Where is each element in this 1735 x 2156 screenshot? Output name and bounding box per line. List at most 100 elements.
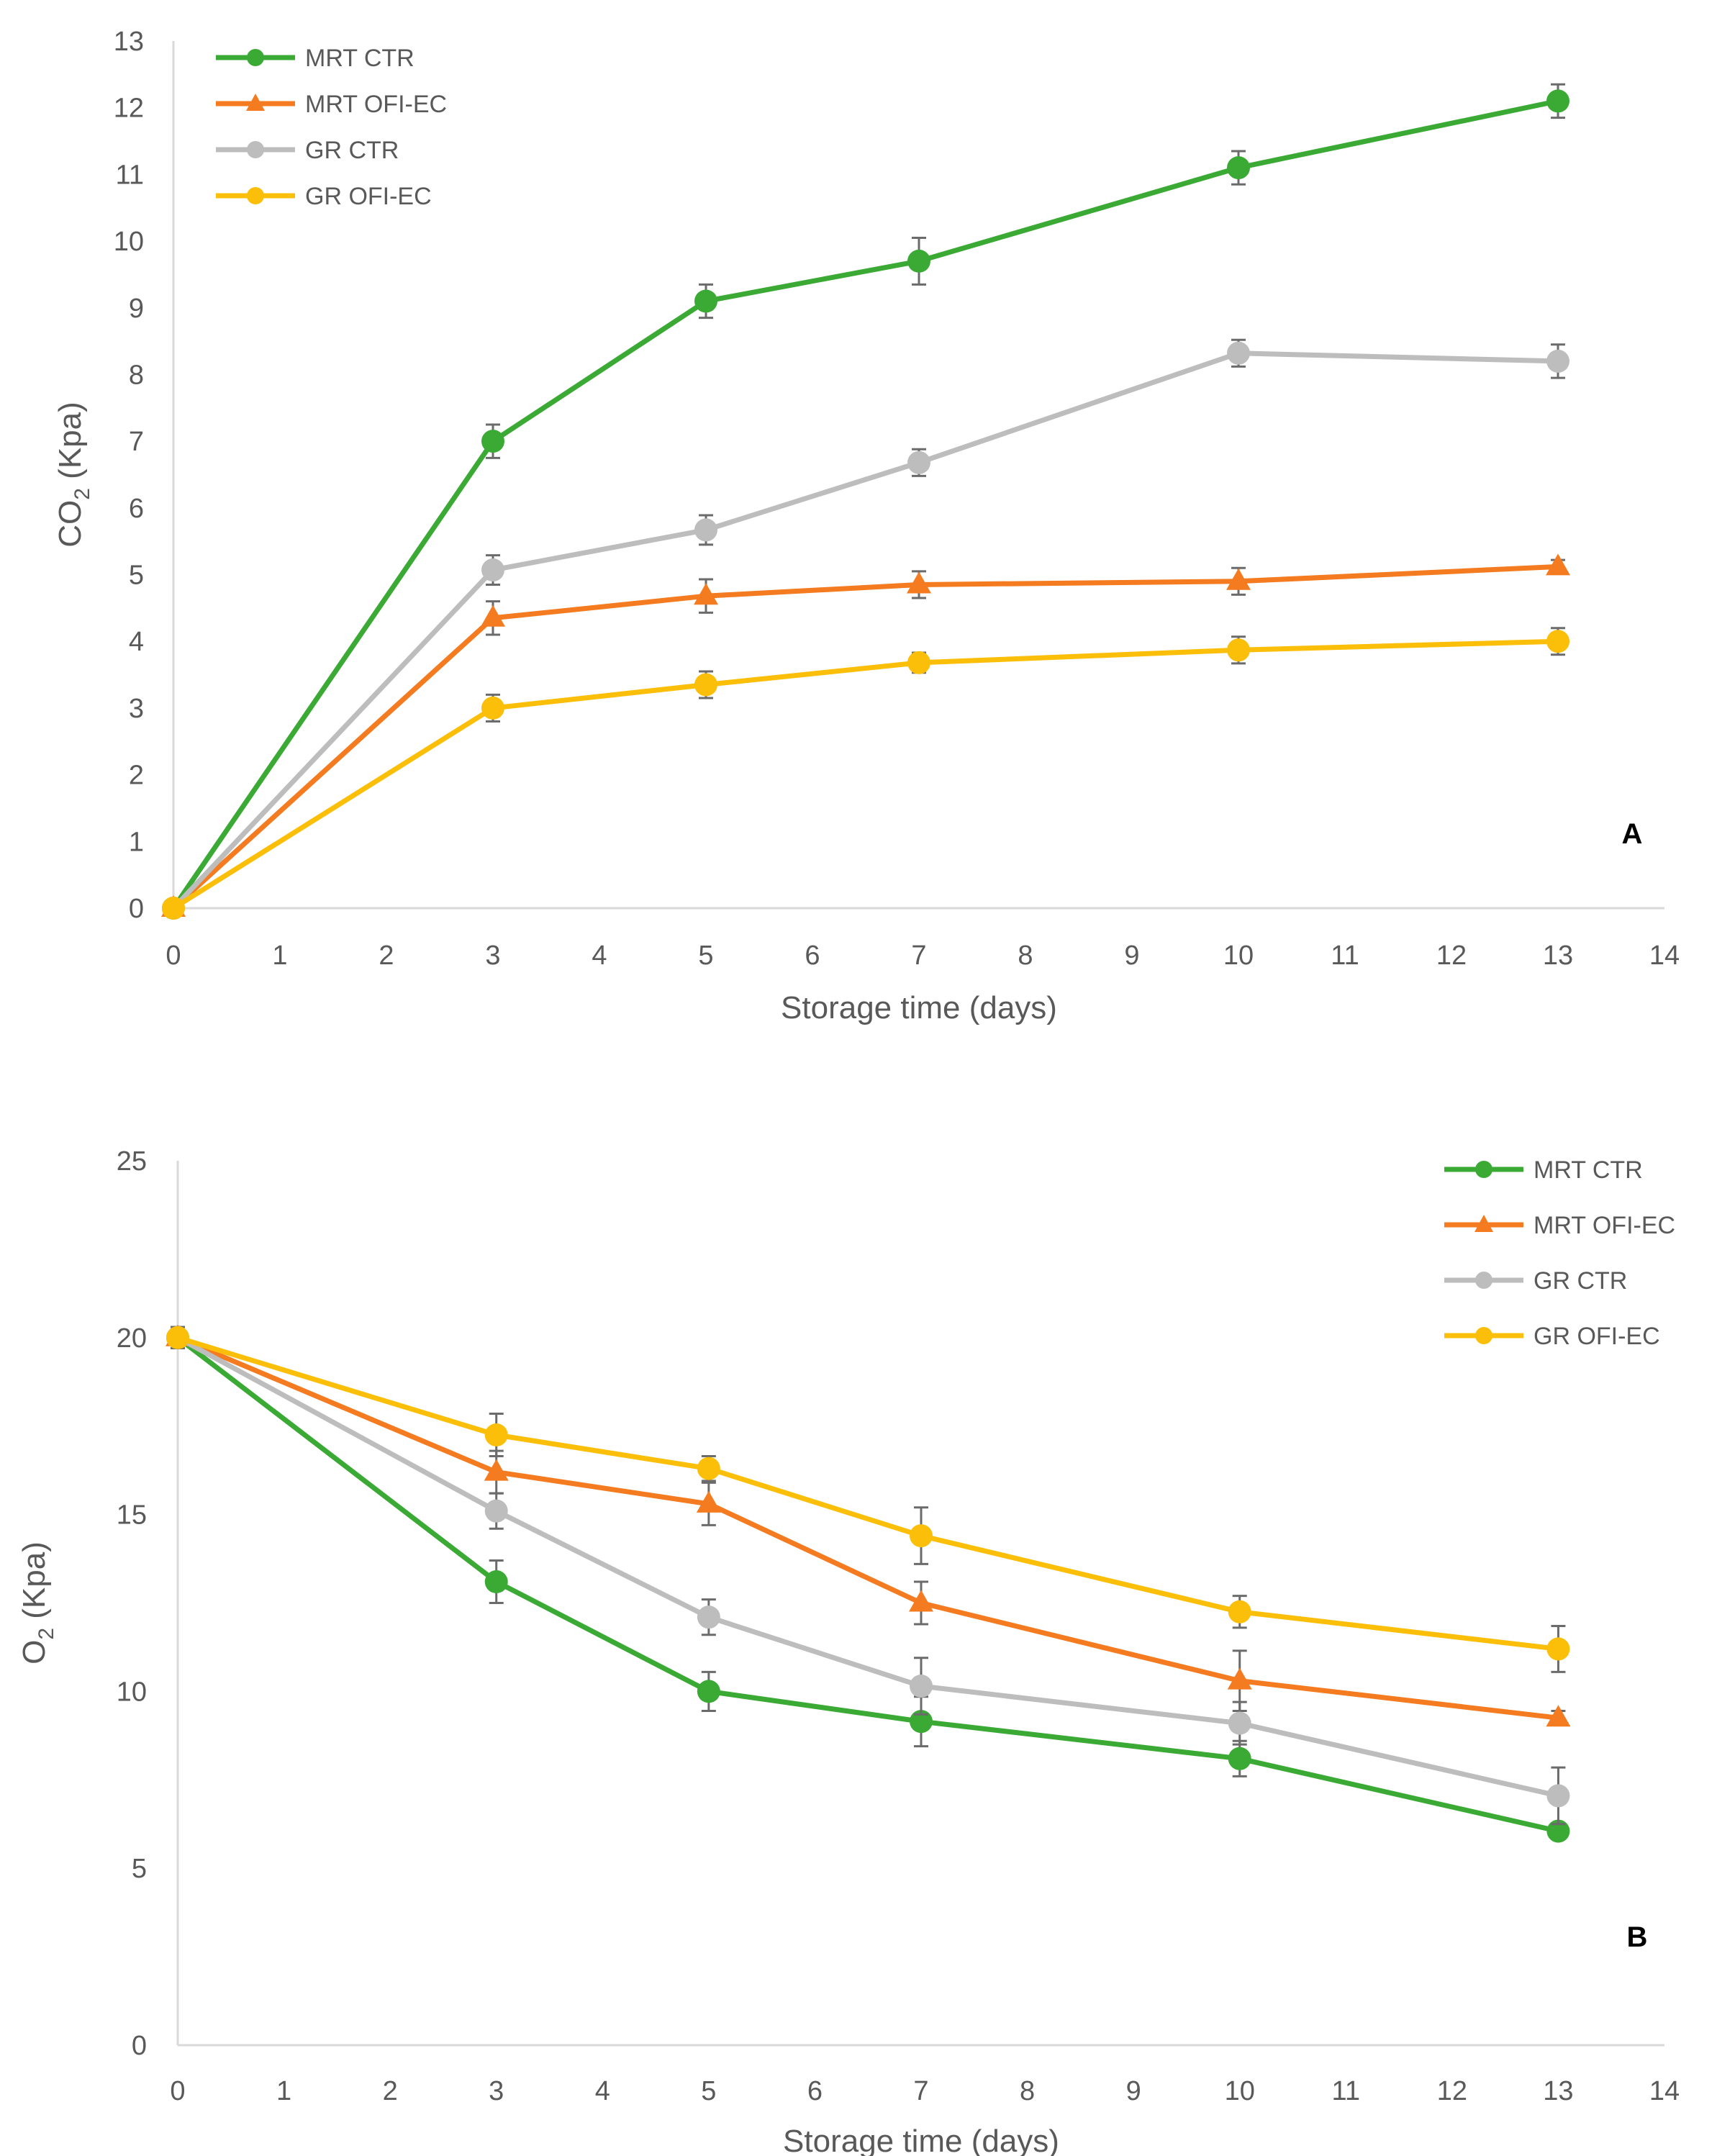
x-tick-label: 10 xyxy=(1223,941,1254,971)
x-tick-label: 5 xyxy=(698,941,713,971)
legend-swatch-marker xyxy=(247,141,264,158)
legend-entry: MRT CTR xyxy=(1444,1156,1643,1184)
x-tick-label: 6 xyxy=(805,941,820,971)
data-point xyxy=(1228,1600,1251,1623)
legend-label: GR CTR xyxy=(305,137,399,164)
data-point xyxy=(1227,638,1250,662)
series-line xyxy=(176,1335,1559,1721)
x-tick-label: 10 xyxy=(1225,2076,1255,2106)
x-tick-label: 3 xyxy=(485,941,500,971)
data-point xyxy=(1546,1705,1571,1727)
x-tick-label: 3 xyxy=(489,2076,504,2106)
data-point xyxy=(694,673,717,697)
y-tick-label: 9 xyxy=(129,294,144,324)
y-tick-label: 10 xyxy=(114,227,144,257)
series-gr-ctr xyxy=(162,338,1569,920)
legend-swatch-marker xyxy=(1475,1161,1492,1178)
data-point xyxy=(166,1326,189,1349)
data-point xyxy=(907,249,930,273)
x-tick-label: 5 xyxy=(701,2076,716,2106)
data-point xyxy=(481,558,504,582)
series-line xyxy=(171,98,1559,910)
legend-entry: MRT CTR xyxy=(216,45,415,72)
x-tick-label: 1 xyxy=(272,941,287,971)
y-tick-label: 15 xyxy=(117,1500,147,1531)
legend-swatch-marker xyxy=(1475,1327,1492,1344)
x-tick-label: 14 xyxy=(1649,2076,1680,2106)
data-point xyxy=(909,1590,933,1612)
legend-label: GR CTR xyxy=(1534,1267,1627,1295)
x-tick-label: 6 xyxy=(807,2076,823,2106)
x-tick-label: 11 xyxy=(1331,941,1359,971)
panel-label: A xyxy=(1622,818,1643,850)
data-point xyxy=(907,651,930,674)
legend-label: MRT OFI-EC xyxy=(305,91,447,118)
data-point xyxy=(1546,1784,1570,1808)
y-tick-label: 7 xyxy=(129,427,144,457)
y-tick-label: 4 xyxy=(129,627,144,657)
y-tick-label: 25 xyxy=(117,1146,147,1177)
data-point xyxy=(697,1457,720,1480)
x-tick-label: 0 xyxy=(166,941,181,971)
x-tick-label: 12 xyxy=(1437,2076,1467,2106)
data-point xyxy=(484,1570,508,1594)
x-tick-label: 12 xyxy=(1436,941,1467,971)
y-tick-label: 12 xyxy=(114,94,144,124)
legend-entry: GR OFI-EC xyxy=(1444,1323,1660,1350)
data-point xyxy=(910,1710,933,1734)
legend-swatch-marker xyxy=(247,187,264,204)
x-tick-label: 4 xyxy=(595,2076,610,2106)
data-point xyxy=(910,1524,933,1548)
legend-label: MRT CTR xyxy=(305,45,415,72)
data-point xyxy=(907,571,931,594)
legend-swatch-marker xyxy=(1475,1272,1492,1289)
series-gr-ofi-ec xyxy=(162,627,1569,920)
y-tick-label: 0 xyxy=(132,2031,147,2061)
series-mrt-ofi-ec xyxy=(161,553,1570,917)
x-tick-label: 9 xyxy=(1124,941,1139,971)
data-point xyxy=(1228,1711,1251,1735)
data-point xyxy=(481,604,505,627)
legend-label: MRT OFI-EC xyxy=(1534,1212,1675,1239)
series-mrt-ctr xyxy=(162,83,1569,920)
y-tick-label: 1 xyxy=(129,827,144,857)
y-tick-label: 20 xyxy=(117,1323,147,1354)
legend-label: GR OFI-EC xyxy=(305,183,432,210)
y-tick-label: 11 xyxy=(116,160,144,190)
data-point xyxy=(1546,553,1570,576)
data-point xyxy=(694,289,717,313)
data-point xyxy=(1546,89,1569,113)
data-point xyxy=(1227,1667,1252,1690)
data-point xyxy=(907,450,930,474)
y-axis-title: CO2 (Kpa) xyxy=(53,402,94,548)
data-point xyxy=(1546,1637,1570,1661)
y-axis-title: O2 (Kpa) xyxy=(17,1541,58,1664)
y-tick-label: 5 xyxy=(129,561,144,591)
data-point xyxy=(694,518,717,542)
series-line xyxy=(171,563,1559,910)
x-tick-label: 4 xyxy=(592,941,607,971)
x-tick-label: 1 xyxy=(276,2076,291,2106)
x-tick-label: 14 xyxy=(1649,941,1680,971)
x-tick-label: 7 xyxy=(911,941,926,971)
data-point xyxy=(696,1490,721,1513)
x-tick-label: 8 xyxy=(1020,2076,1035,2106)
data-point xyxy=(694,583,718,605)
data-point xyxy=(1546,630,1569,653)
series-gr-ofi-ec xyxy=(166,1326,1570,1673)
series-line xyxy=(171,350,1559,910)
data-point xyxy=(1546,349,1569,373)
series-line xyxy=(176,1335,1559,1652)
data-point xyxy=(484,1459,509,1481)
data-point xyxy=(484,1499,508,1523)
y-tick-label: 2 xyxy=(129,761,144,791)
data-point xyxy=(1546,1819,1570,1843)
x-tick-label: 9 xyxy=(1126,2076,1141,2106)
data-point xyxy=(1226,568,1251,590)
series-line xyxy=(176,1335,1559,1798)
data-point xyxy=(697,1680,720,1703)
data-point xyxy=(910,1675,933,1698)
